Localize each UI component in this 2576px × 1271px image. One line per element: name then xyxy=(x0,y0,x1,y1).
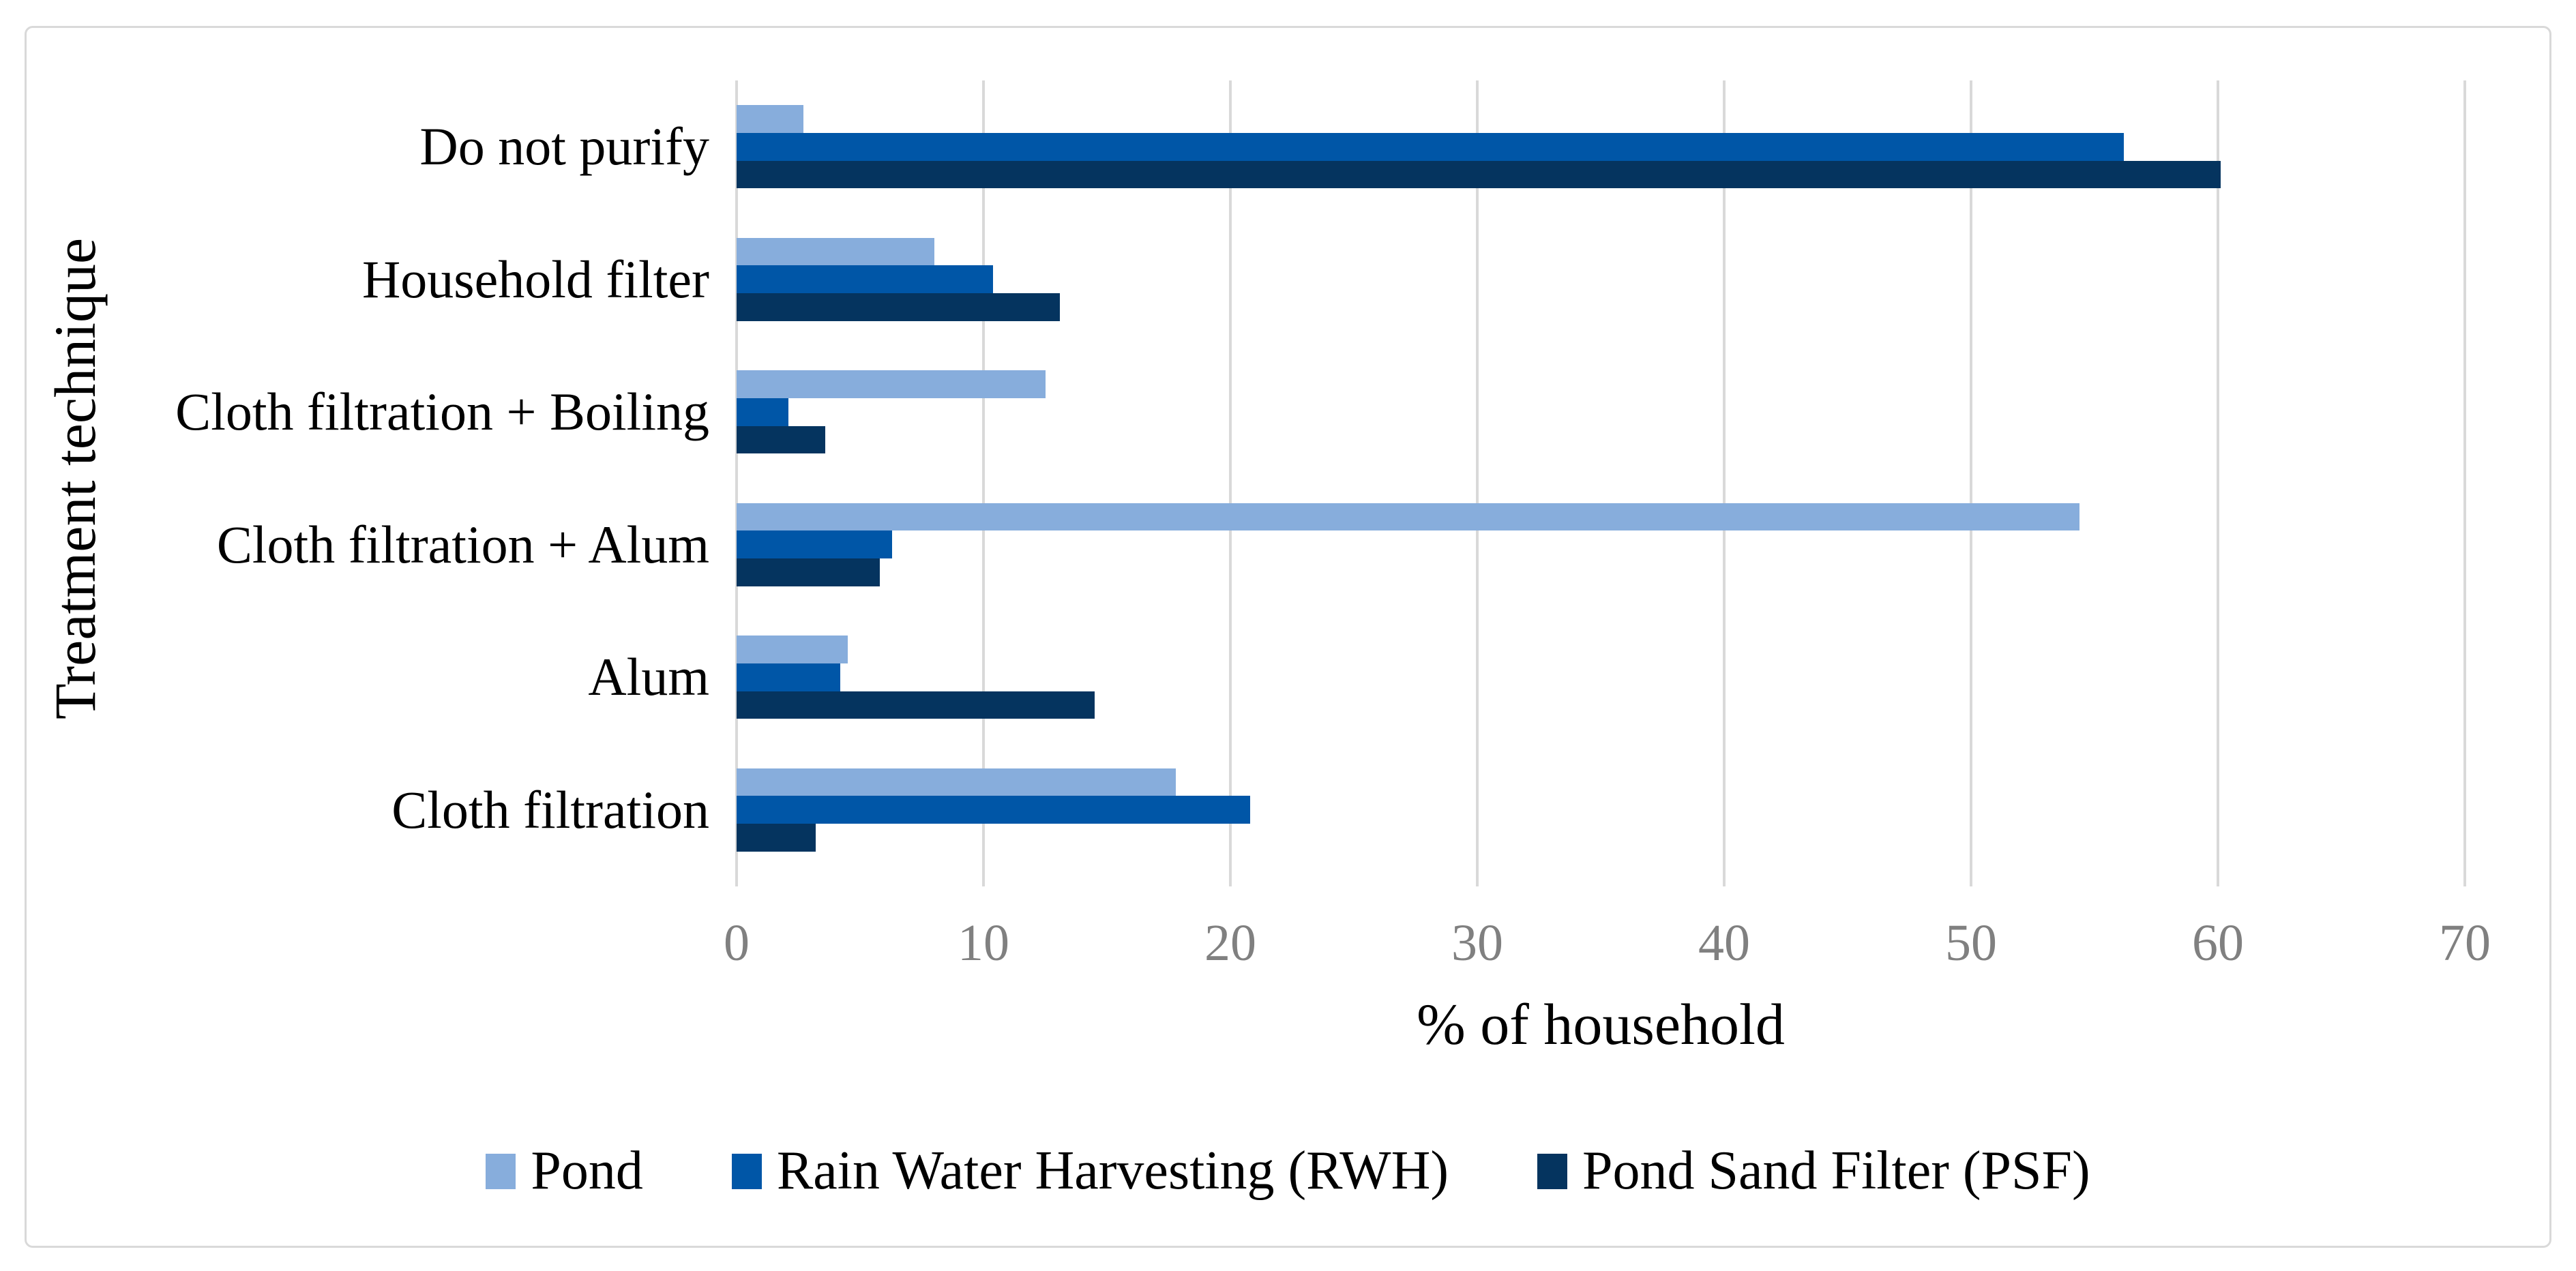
category-label-do-not-purify: Do not purify xyxy=(419,117,709,177)
gridline-x-50 xyxy=(1970,80,1972,886)
bar-pond-alum xyxy=(737,636,848,663)
bar-pond-alum xyxy=(737,691,1095,719)
x-tick-label-0: 0 xyxy=(724,914,750,972)
category-label-household-filter: Household filter xyxy=(361,249,709,309)
gridline-x-10 xyxy=(982,80,985,886)
legend-swatch-psf xyxy=(1537,1153,1568,1189)
chart-frame-border xyxy=(25,26,2551,1248)
gridline-x-20 xyxy=(1229,80,1232,886)
category-label-cloth-filtration: Cloth filtration xyxy=(391,779,709,839)
x-tick-label-30: 30 xyxy=(1451,914,1503,972)
bar-rain-household-filter xyxy=(737,265,994,294)
gridline-x-60 xyxy=(2217,80,2219,886)
gridline-x-30 xyxy=(1476,80,1479,886)
legend-item-psf: Pond Sand Filter (PSF) xyxy=(1537,1140,2090,1202)
legend-swatch-rwh xyxy=(731,1153,762,1189)
x-tick-label-70: 70 xyxy=(2439,914,2491,972)
category-label-cloth-filtration-alum: Cloth filtration + Alum xyxy=(216,514,709,574)
gridline-x-40 xyxy=(1723,80,1726,886)
bar-pond-cloth-filtration-boiling xyxy=(737,425,826,454)
bar-rain-cloth-filtration-boiling xyxy=(737,398,789,426)
x-tick-label-10: 10 xyxy=(958,914,1009,972)
bar-pond-cloth-filtration-alum xyxy=(737,503,2080,531)
bar-rain-alum xyxy=(737,663,841,691)
x-tick-label-40: 40 xyxy=(1698,914,1750,972)
bar-pond-do-not-purify xyxy=(737,105,803,133)
legend-label-psf: Pond Sand Filter (PSF) xyxy=(1582,1141,2090,1201)
bar-pond-household-filter xyxy=(737,237,934,266)
bar-pond-do-not-purify xyxy=(737,160,2221,189)
bar-rain-cloth-filtration-alum xyxy=(737,530,893,559)
legend-swatch-pond xyxy=(486,1153,516,1189)
category-label-alum: Alum xyxy=(588,647,709,707)
legend-item-rwh: Rain Water Harvesting (RWH) xyxy=(731,1140,1449,1202)
bar-pond-cloth-filtration xyxy=(737,768,1176,796)
legend-item-pond: Pond xyxy=(486,1140,643,1202)
bar-rain-do-not-purify xyxy=(737,132,2125,161)
legend-label-pond: Pond xyxy=(531,1141,643,1201)
bar-pond-household-filter xyxy=(737,293,1061,321)
x-tick-label-50: 50 xyxy=(1945,914,1997,972)
legend: Pond Rain Water Harvesting (RWH) Pond Sa… xyxy=(0,1140,2576,1202)
x-tick-label-20: 20 xyxy=(1204,914,1256,972)
bar-pond-cloth-filtration xyxy=(737,824,816,852)
category-label-cloth-filtration-boiling: Cloth filtration + Boiling xyxy=(175,382,709,442)
gridline-x-70 xyxy=(2463,80,2466,886)
bar-pond-cloth-filtration-alum xyxy=(737,558,880,586)
bar-rain-cloth-filtration xyxy=(737,796,1250,824)
y-axis-title: Treatment technique xyxy=(42,237,108,719)
bar-pond-cloth-filtration-boiling xyxy=(737,370,1046,398)
gridline-x-0 xyxy=(735,80,738,886)
x-tick-label-60: 60 xyxy=(2192,914,2244,972)
legend-label-rwh: Rain Water Harvesting (RWH) xyxy=(776,1141,1449,1201)
x-axis-title: % of household xyxy=(1417,991,1785,1057)
